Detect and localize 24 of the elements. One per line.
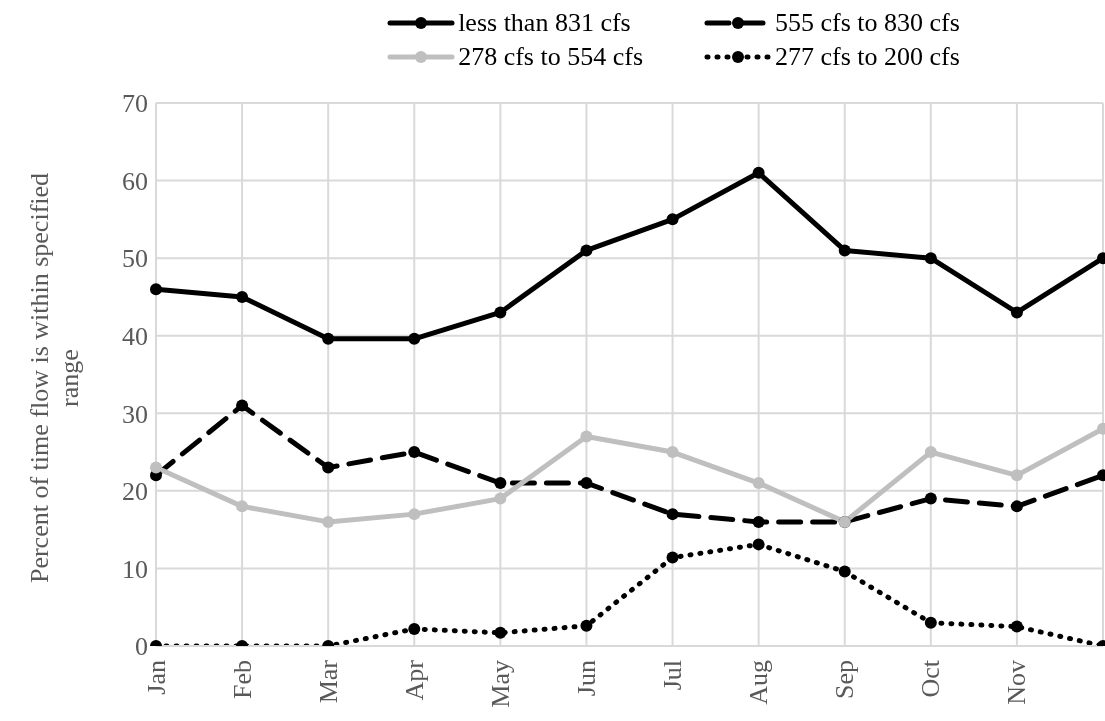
x-tick-label: Aug (744, 660, 774, 705)
x-tick-label: Oct (916, 659, 946, 698)
y-tick-label: 70 (122, 89, 148, 119)
x-tick-label: Nov (1002, 660, 1032, 705)
y-tick-label: 20 (122, 477, 148, 507)
y-tick-label: 30 (122, 399, 148, 429)
legend-label: less than 831 cfs (458, 8, 631, 38)
legend-label: 555 cfs to 830 cfs (775, 8, 960, 38)
x-tick-label: Jan (141, 660, 171, 695)
x-tick-label: Mar (313, 659, 343, 704)
legend-label: 278 cfs to 554 cfs (458, 42, 643, 72)
x-tick-label: Sep (830, 660, 860, 699)
y-tick-label: 0 (135, 632, 148, 662)
legend-label: 277 cfs to 200 cfs (775, 42, 960, 72)
y-tick-label: 40 (122, 321, 148, 351)
y-tick-label: 50 (122, 244, 148, 274)
x-tick-label: Jul (658, 660, 688, 691)
y-tick-label: 10 (122, 554, 148, 584)
x-tick-label: Apr (399, 659, 429, 701)
y-axis-title: Percent of time flow is within specified range (25, 171, 85, 586)
x-tick-label: Feb (227, 660, 257, 699)
y-tick-label: 60 (122, 166, 148, 196)
x-tick-label: Jun (571, 660, 601, 697)
x-tick-label: May (485, 660, 515, 708)
